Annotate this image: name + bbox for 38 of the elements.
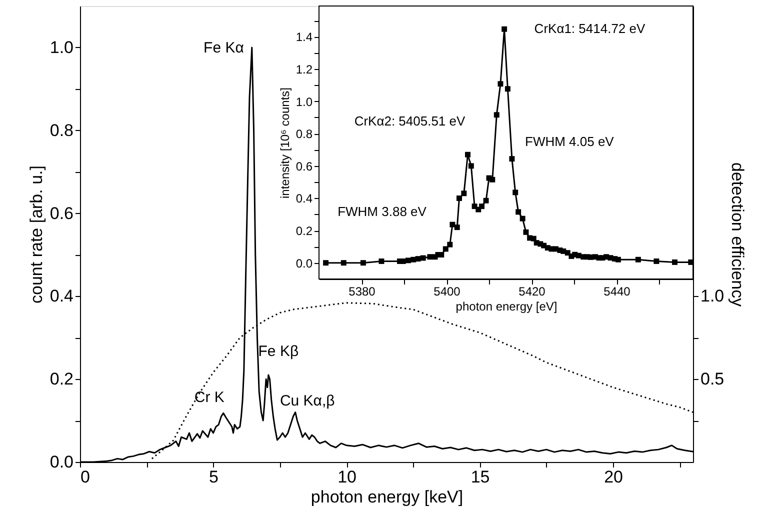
x-tick-label: 5400 xyxy=(434,284,461,298)
x-tick-label: 15 xyxy=(470,468,490,486)
y2-tick-label: 1.0 xyxy=(700,286,724,306)
y-tick-label: 0.6 xyxy=(50,204,74,223)
y-tick-label: 1.4 xyxy=(296,30,313,44)
y-tick-label: 0.4 xyxy=(296,192,313,206)
annotation: CrKα1: 5414.72 eV xyxy=(534,21,646,36)
x-tick-label: 20 xyxy=(604,468,624,486)
y-tick-label: 0.6 xyxy=(296,159,313,174)
annotation: Cr K xyxy=(194,389,224,406)
x-tick-label: 5380 xyxy=(348,284,376,298)
x-tick-label: 5 xyxy=(209,468,218,486)
y-tick-label: 0.2 xyxy=(50,370,74,389)
annotation: Fe Kα xyxy=(204,39,244,56)
annotation: Cu Kα,β xyxy=(280,392,336,410)
y-axis-title: intensity [10⁶ counts] xyxy=(278,88,292,198)
annotation: CrKα2: 5405.51 eV xyxy=(354,114,466,129)
x-axis-title: photon energy [eV] xyxy=(456,300,558,314)
x-tick-label: 5420 xyxy=(518,284,546,298)
y-tick-label: 1.2 xyxy=(296,62,313,76)
x-tick-label: 5440 xyxy=(604,284,631,298)
y-tick-label: 0.8 xyxy=(50,120,74,140)
y-tick-label: 0.0 xyxy=(50,452,74,472)
x-tick-label: 0 xyxy=(80,468,90,486)
x-axis-title: photon energy [keV] xyxy=(310,488,464,506)
y2-tick-label: 0.5 xyxy=(700,370,724,389)
y-tick-label: 0.4 xyxy=(50,286,74,306)
y-axis-title: count rate [arb. u.] xyxy=(26,166,46,304)
annotation: FWHM 3.88 eV xyxy=(338,204,427,219)
annotation: FWHM 4.05 eV xyxy=(525,134,614,149)
y-tick-label: 0.0 xyxy=(296,256,313,270)
x-tick-label: 10 xyxy=(338,468,356,486)
y-tick-label: 0.8 xyxy=(296,127,313,142)
y-tick-label: 0.2 xyxy=(296,224,313,238)
y-tick-label: 1.0 xyxy=(296,94,313,109)
annotation: Fe Kβ xyxy=(258,342,299,360)
y2-axis-title: detection efficiency xyxy=(728,162,748,308)
y-tick-label: 1.0 xyxy=(50,38,74,57)
